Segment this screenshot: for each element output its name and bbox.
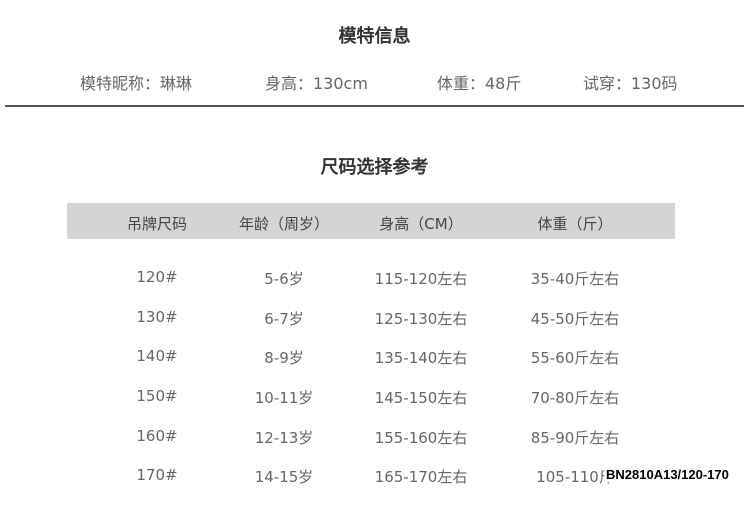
table-cell: 125-130左右	[374, 310, 468, 328]
table-cell: 155-160左右	[374, 429, 468, 447]
table-header	[67, 203, 675, 239]
column-header: 身高（CM）	[379, 215, 463, 233]
table-cell: 120#	[136, 268, 178, 286]
table-cell: 150#	[136, 387, 178, 405]
table-cell: 35-40斤左右	[530, 270, 620, 288]
table-cell: 140#	[136, 347, 178, 365]
size-guide-title: 尺码选择参考	[320, 157, 429, 178]
table-cell: 135-140左右	[374, 349, 468, 367]
model-height: 身高：130cm	[265, 74, 368, 93]
table-cell: 10-11岁	[254, 389, 314, 407]
table-cell: 145-150左右	[374, 389, 468, 407]
table-cell: 70-80斤左右	[530, 389, 620, 407]
table-cell: 45-50斤左右	[530, 310, 620, 328]
column-header: 吊牌尺码	[126, 215, 187, 233]
table-cell: 85-90斤左右	[530, 429, 620, 447]
table-cell: 6-7岁	[264, 310, 304, 328]
model-info-title: 模特信息	[338, 26, 411, 47]
table-cell: 14-15岁	[254, 468, 314, 486]
column-header: 体重（斤）	[537, 215, 613, 233]
table-cell: 165-170左右	[374, 468, 468, 486]
table-cell: 55-60斤左右	[530, 349, 620, 367]
table-cell: 12-13岁	[254, 429, 314, 447]
table-cell: 170#	[136, 466, 178, 484]
model-nickname: 模特昵称：琳琳	[80, 74, 193, 93]
product-code: BN2810A13/120-170	[604, 467, 731, 482]
table-cell: 105-110斤	[536, 468, 614, 486]
table-cell: 115-120左右	[374, 270, 468, 288]
divider	[5, 105, 744, 107]
table-cell: 8-9岁	[264, 349, 304, 367]
table-cell: 130#	[136, 308, 178, 326]
table-cell: 5-6岁	[264, 270, 304, 288]
model-weight: 体重：48斤	[437, 74, 522, 93]
column-header: 年龄（周岁）	[238, 215, 329, 233]
table-cell: 160#	[136, 427, 178, 445]
model-tried-size: 试穿：130码	[583, 74, 678, 93]
